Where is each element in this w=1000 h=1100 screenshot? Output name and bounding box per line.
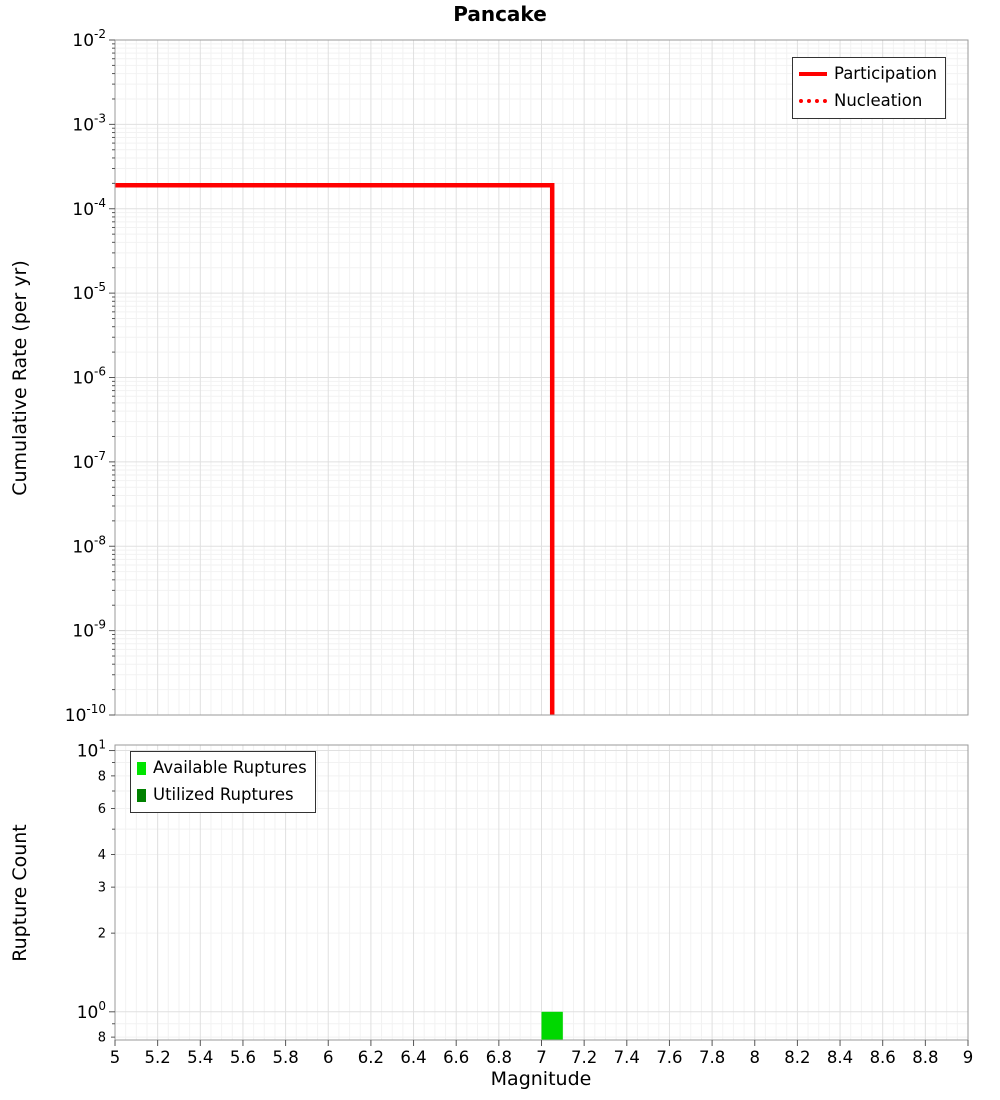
svg-text:7.2: 7.2 [571, 1048, 597, 1067]
svg-text:10-2: 10-2 [72, 27, 106, 51]
legend-item-participation: Participation [798, 61, 937, 88]
svg-text:5: 5 [110, 1048, 121, 1067]
mfd-series [115, 182, 555, 715]
y-axis-title-count: Rupture Count [9, 824, 31, 962]
svg-text:5.4: 5.4 [187, 1048, 213, 1067]
svg-text:6: 6 [323, 1048, 334, 1067]
svg-text:7.6: 7.6 [656, 1048, 682, 1067]
utilized-ruptures-swatch [137, 788, 146, 802]
bar-Available Ruptures [541, 1011, 563, 1040]
svg-text:6.8: 6.8 [486, 1048, 512, 1067]
svg-text:4: 4 [98, 848, 106, 863]
available-ruptures-swatch [137, 761, 146, 775]
series-participation-line [115, 182, 555, 715]
svg-text:101: 101 [77, 738, 106, 762]
svg-text:7.8: 7.8 [699, 1048, 725, 1067]
svg-text:7: 7 [536, 1048, 547, 1067]
axis-ticks [109, 39, 969, 1046]
svg-text:5.2: 5.2 [145, 1048, 171, 1067]
chart-title: Pancake [453, 2, 547, 26]
svg-text:7.4: 7.4 [614, 1048, 640, 1067]
svg-text:8: 8 [98, 769, 106, 784]
y-axis-title-rate: Cumulative Rate (per yr) [9, 260, 31, 496]
svg-text:10-5: 10-5 [72, 280, 106, 304]
svg-text:6.4: 6.4 [400, 1048, 426, 1067]
svg-text:8: 8 [750, 1048, 761, 1067]
svg-text:5.8: 5.8 [272, 1048, 298, 1067]
svg-text:10-9: 10-9 [72, 618, 106, 642]
x-axis-title-magnitude: Magnitude [490, 1068, 592, 1090]
participation-line-swatch [798, 72, 827, 77]
legend-item-utilized-ruptures: Utilized Ruptures [137, 782, 307, 809]
legend-label-available-ruptures: Available Ruptures [153, 758, 307, 777]
legend-label-nucleation: Nucleation [833, 90, 923, 110]
svg-text:6: 6 [98, 802, 106, 817]
svg-text:10-10: 10-10 [65, 702, 106, 726]
major-gridlines [114, 39, 969, 1040]
rupture-count-bars [541, 1011, 563, 1040]
nucleation-line-swatch [798, 99, 827, 104]
legend-rupture-panel: Available Ruptures Utilized Ruptures [130, 751, 316, 813]
legend-rate-panel: Participation Nucleation [791, 57, 946, 119]
legend-item-nucleation: Nucleation [798, 88, 937, 115]
svg-text:6.6: 6.6 [443, 1048, 469, 1067]
svg-text:2: 2 [98, 927, 106, 942]
svg-text:3: 3 [98, 881, 106, 896]
legend-label-participation: Participation [833, 64, 937, 83]
legend-label-utilized-ruptures: Utilized Ruptures [153, 784, 294, 804]
svg-text:9: 9 [963, 1048, 974, 1067]
svg-text:8.8: 8.8 [912, 1048, 938, 1067]
svg-text:10-6: 10-6 [72, 365, 106, 389]
legend-item-available-ruptures: Available Ruptures [137, 755, 307, 782]
svg-text:10-3: 10-3 [72, 111, 106, 135]
svg-text:8: 8 [98, 1031, 106, 1046]
svg-text:8.2: 8.2 [784, 1048, 810, 1067]
svg-text:8.4: 8.4 [827, 1048, 853, 1067]
svg-text:100: 100 [77, 999, 106, 1023]
svg-text:8.6: 8.6 [870, 1048, 896, 1067]
svg-text:5.6: 5.6 [230, 1048, 256, 1067]
svg-text:10-8: 10-8 [72, 533, 106, 557]
svg-text:6.2: 6.2 [358, 1048, 384, 1067]
svg-text:10-4: 10-4 [72, 196, 106, 220]
svg-text:10-7: 10-7 [72, 449, 106, 473]
